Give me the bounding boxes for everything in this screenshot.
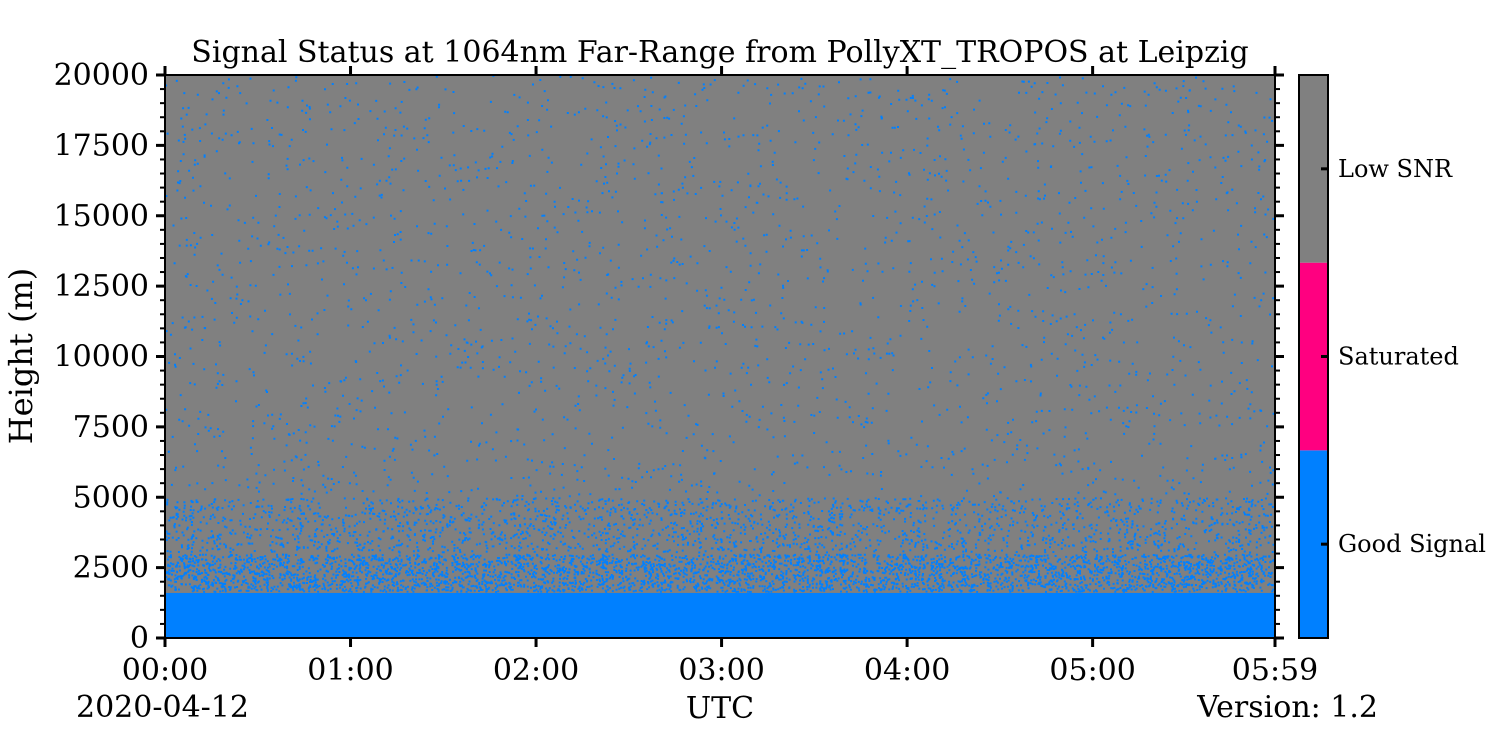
plot-frame [164, 74, 1276, 639]
y-axis: 0 2500 5000 7500 10000 12500 15000 17500 20000 [54, 58, 1284, 656]
x-tick-label: 04:00 [864, 653, 950, 688]
y-tick-label: 12500 [54, 269, 149, 304]
y-tick-label: 15000 [54, 199, 149, 234]
y-axis-label: Height (m) [2, 268, 40, 445]
colorbar-label: Low SNR [1338, 155, 1453, 183]
y-tick-label: 2500 [73, 551, 149, 586]
colorbar-label: Good Signal [1338, 530, 1486, 558]
heatmap-layer-1 [165, 553, 1275, 593]
heatmap-layer-2 [165, 497, 1275, 554]
y-tick-label: 0 [130, 621, 149, 656]
version-label: Version: 1.2 [1197, 690, 1378, 725]
y-tick-label: 5000 [73, 480, 149, 515]
x-axis: 00:00 01:00 02:00 03:00 04:00 05:00 05:59 [122, 66, 1318, 688]
heatmap-band [165, 592, 1275, 638]
plot-background [165, 75, 1275, 638]
y-tick-label: 10000 [54, 340, 149, 375]
colorbar-label: Saturated [1338, 343, 1459, 371]
heatmap-speckle [165, 497, 1275, 554]
heatmap-layers [165, 75, 1275, 638]
colorbar-frame [1298, 74, 1329, 639]
y-tick-label: 7500 [73, 410, 149, 445]
x-axis-label: UTC [686, 691, 754, 726]
x-tick-label: 05:59 [1232, 653, 1318, 688]
chart-title: Signal Status at 1064nm Far-Range from P… [191, 35, 1248, 70]
x-tick-label: 01:00 [307, 653, 393, 688]
x-tick-label: 02:00 [493, 653, 579, 688]
heatmap-layer-0 [165, 592, 1275, 638]
colorbar: Good Signal Saturated Low SNR [1298, 74, 1486, 639]
x-tick-label: 05:00 [1049, 653, 1135, 688]
y-tick-label: 17500 [54, 128, 149, 163]
date-label: 2020-04-12 [76, 690, 249, 725]
heatmap-speckle [165, 553, 1275, 593]
x-tick-label: 00:00 [122, 653, 208, 688]
x-tick-label: 03:00 [678, 653, 764, 688]
y-tick-label: 20000 [54, 58, 149, 93]
